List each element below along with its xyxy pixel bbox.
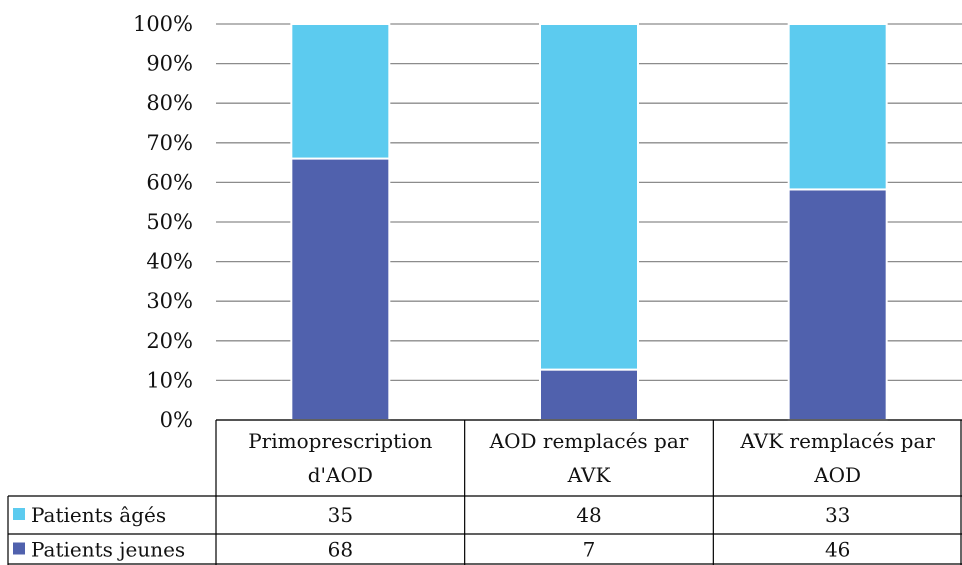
category-label: AVK [567,463,612,487]
category-label: AVK remplacés par [739,429,935,453]
data-table: Primoprescription d'AOD AOD remplacés par A… [7,419,962,565]
y-tick-label: 20% [146,329,193,353]
legend-label: Patients âgés [31,503,166,527]
legend-label: Patients jeunes [31,538,185,562]
bars [290,23,888,422]
bar-segment [539,368,639,422]
category-label: AOD remplacés par [489,429,689,453]
data-table-value: 68 [328,538,353,562]
y-tick-label: 80% [146,91,193,115]
data-table-value: 35 [328,503,353,527]
y-axis-tick-labels: 0% 10% 20% 30% 40% 50% 60% 70% 80% 90% 100% [133,12,193,432]
bar-segment [787,23,888,191]
bar-segment [290,157,391,421]
category-label: Primoprescription [248,429,432,453]
data-table-value: 33 [825,503,850,527]
legend-swatch [13,542,25,555]
bar-segment [290,23,391,160]
legend-swatch [13,508,25,520]
data-table-value: 48 [576,503,601,527]
y-tick-label: 70% [146,131,193,155]
category-label: d'AOD [308,463,373,487]
data-table-value: 46 [825,538,850,562]
y-tick-label: 50% [146,210,193,234]
bar-segment [787,188,888,421]
y-tick-label: 90% [146,52,193,76]
data-table-value: 7 [583,538,596,562]
y-tick-label: 100% [133,12,193,36]
y-tick-label: 60% [146,170,193,194]
category-label: AOD [813,463,861,487]
y-tick-label: 40% [146,250,193,274]
y-tick-label: 10% [146,368,193,392]
bar-segment [539,23,639,371]
y-tick-label: 30% [146,289,193,313]
y-tick-label: 0% [160,408,193,432]
